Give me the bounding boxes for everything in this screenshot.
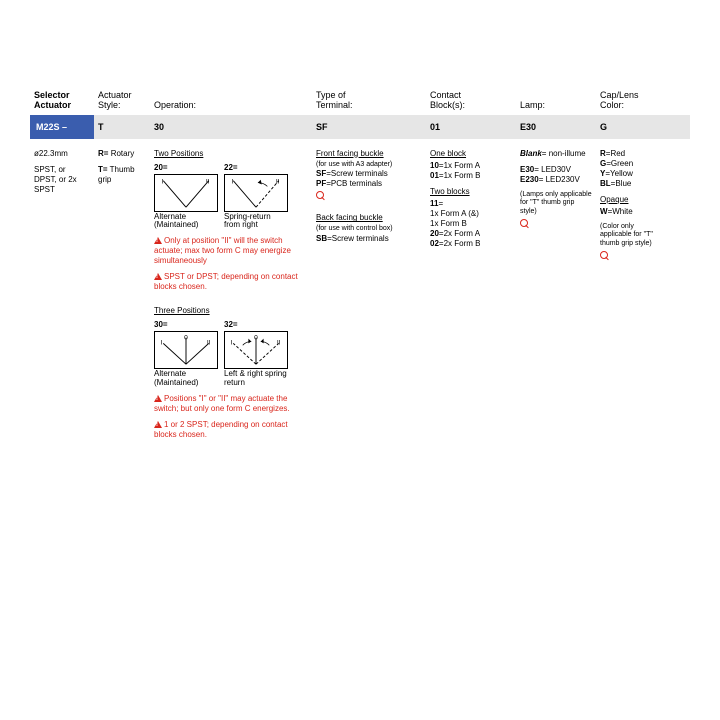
warning-icon	[154, 237, 162, 244]
color-y: Y=Yellow	[600, 169, 658, 179]
label-20: Alternate (Maintained)	[154, 213, 218, 231]
block-02: 02=2x Form B	[430, 239, 512, 249]
sf-line: SF=Screw terminals	[316, 169, 422, 179]
col-actuator-style: R= Rotary T= Thumb grip	[94, 149, 150, 440]
code-terminal: SF	[312, 122, 426, 132]
back-buckle-title: Back facing buckle	[316, 213, 383, 223]
code-30-label: 30=	[154, 320, 218, 330]
style-t: T= Thumb grip	[98, 165, 146, 185]
diagram-30: 30= I 0 II Alternate (Maintained)	[154, 320, 218, 388]
warning-icon	[154, 273, 162, 280]
front-buckle-title: Front facing buckle	[316, 149, 384, 159]
lamp-e230: E230= LED230V	[520, 175, 592, 185]
diagram-22: 22= I II Spring-return from right	[224, 163, 288, 231]
code-22-label: 22=	[224, 163, 288, 173]
col-description: ø22.3mm SPST, or DPST, or 2x SPST	[30, 149, 94, 440]
header-contact-block: Contact Block(s):	[426, 90, 516, 111]
svg-text:II: II	[207, 340, 211, 347]
magnifier-icon	[520, 219, 529, 228]
one-block-title: One block	[430, 149, 466, 159]
opaque-title: Opaque	[600, 195, 628, 205]
label-30: Alternate (Maintained)	[154, 370, 218, 388]
three-pos-diagrams: 30= I 0 II Alternate (Maintained) 32= I …	[154, 320, 308, 388]
code-20-label: 20=	[154, 163, 218, 173]
back-buckle-note: (for use with control box)	[316, 225, 422, 234]
code-lamp: E30	[516, 122, 596, 132]
block-11: 11=	[430, 199, 512, 209]
label-22: Spring-return from right	[224, 213, 288, 231]
svg-text:I: I	[161, 178, 163, 185]
block-11c: 1x Form B	[430, 219, 512, 229]
lamp-e30: E30= LED30V	[520, 165, 592, 175]
block-11b: 1x Form A (&)	[430, 209, 512, 219]
warning-icon	[154, 421, 162, 428]
color-note: (Color only applicable for "T" thumb gri…	[600, 223, 658, 249]
block-01: 01=1x Form B	[430, 171, 512, 181]
front-buckle-note: (for use with A3 adapter)	[316, 161, 422, 170]
diagram-22-svg: I II	[224, 174, 288, 212]
magnifier-icon	[600, 251, 609, 260]
code-row: M22S – T 30 SF 01 E30 G	[30, 115, 690, 139]
header-actuator-style: Actuator Style:	[94, 90, 150, 111]
svg-text:I: I	[231, 178, 233, 185]
pf-line: PF=PCB terminals	[316, 179, 422, 189]
code-model: M22S –	[30, 115, 94, 139]
style-r: R= Rotary	[98, 149, 146, 159]
warning-three-pos-1: Positions "I" or "II" may actuate the sw…	[154, 394, 308, 414]
col-contact-block: One block 10=1x Form A 01=1x Form B Two …	[426, 149, 516, 440]
label-32: Left & right spring return	[224, 370, 288, 388]
warning-icon	[154, 395, 162, 402]
diagram-32-svg: I 0 II	[224, 331, 288, 369]
col-terminal: Front facing buckle (for use with A3 ada…	[312, 149, 426, 440]
two-positions-title: Two Positions	[154, 149, 203, 159]
body-row: ø22.3mm SPST, or DPST, or 2x SPST R= Rot…	[30, 139, 690, 440]
block-10: 10=1x Form A	[430, 161, 512, 171]
col-color: R=Red G=Green Y=Yellow BL=Blue Opaque W=…	[596, 149, 662, 440]
header-color: Cap/Lens Color:	[596, 90, 662, 111]
magnifier-icon	[316, 191, 325, 200]
svg-text:I: I	[160, 340, 162, 347]
header-operation: Operation:	[150, 100, 312, 110]
header-lamp: Lamp:	[516, 100, 596, 110]
header-selector-actuator: Selector Actuator	[30, 90, 94, 111]
diagram-20-svg: I II	[154, 174, 218, 212]
warning-three-pos-2: 1 or 2 SPST; depending on contact blocks…	[154, 420, 308, 440]
diagram-20: 20= I II Alternate (Maintained)	[154, 163, 218, 231]
code-32-label: 32=	[224, 320, 288, 330]
two-blocks-title: Two blocks	[430, 187, 470, 197]
header-row: Selector Actuator Actuator Style: Operat…	[30, 90, 690, 115]
lamp-note: (Lamps only applicable for "T" thumb gri…	[520, 191, 592, 217]
warning-two-pos-1: Only at position "II" will the switch ac…	[154, 236, 308, 266]
diagram-32: 32= I 0 II Left & right spring return	[224, 320, 288, 388]
diagram-30-svg: I 0 II	[154, 331, 218, 369]
spst-text: SPST, or DPST, or 2x SPST	[34, 165, 90, 195]
warning-two-pos-2: SPST or DPST; depending on contact block…	[154, 272, 308, 292]
svg-text:I: I	[230, 340, 232, 347]
color-r: R=Red	[600, 149, 658, 159]
lamp-blank: Blank= non-illume	[520, 149, 592, 159]
header-terminal: Type of Terminal:	[312, 90, 426, 111]
code-style: T	[94, 122, 150, 132]
code-operation: 30	[150, 122, 312, 132]
two-pos-diagrams: 20= I II Alternate (Maintained) 22= I II	[154, 163, 308, 231]
diameter-text: ø22.3mm	[34, 149, 90, 159]
col-lamp: Blank= non-illume E30= LED30V E230= LED2…	[516, 149, 596, 440]
col-operation: Two Positions 20= I II Alternate (Mainta…	[150, 149, 312, 440]
color-w: W=White	[600, 207, 658, 217]
code-color: G	[596, 122, 662, 132]
color-bl: BL=Blue	[600, 179, 658, 189]
code-block: 01	[426, 122, 516, 132]
sb-line: SB=Screw terminals	[316, 234, 422, 244]
three-positions-title: Three Positions	[154, 306, 210, 316]
block-20: 20=2x Form A	[430, 229, 512, 239]
svg-text:II: II	[277, 340, 281, 347]
color-g: G=Green	[600, 159, 658, 169]
